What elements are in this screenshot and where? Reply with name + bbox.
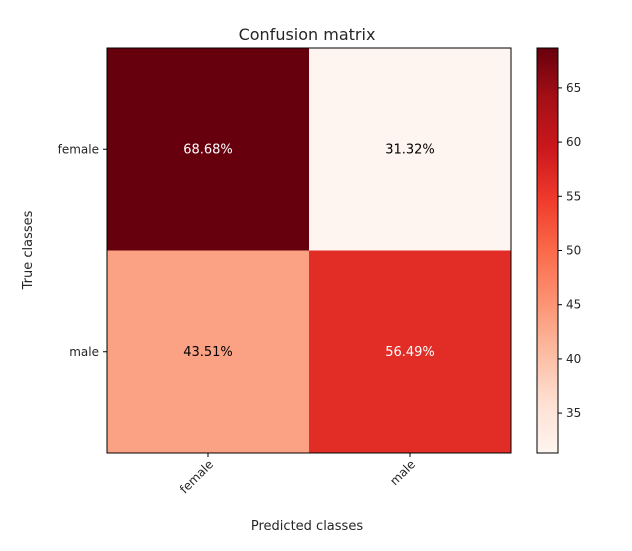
chart-title: Confusion matrix xyxy=(239,25,376,44)
colorbar-tick-label: 60 xyxy=(566,135,581,149)
colorbar-tick-label: 35 xyxy=(566,406,581,420)
colorbar-ticks: 35 40 45 50 55 60 65 xyxy=(558,81,581,420)
colorbar-tick-label: 45 xyxy=(566,298,581,312)
cell-label-male-female: 43.51% xyxy=(183,345,233,360)
cell-label-female-female: 68.68% xyxy=(183,142,233,157)
plot-frame xyxy=(106,47,512,454)
colorbar xyxy=(536,47,559,454)
colorbar-tick-label: 50 xyxy=(566,244,581,258)
x-axis-label: Predicted classes xyxy=(251,519,363,534)
cell-label-male-male: 56.49% xyxy=(385,345,435,360)
colorbar-tick-label: 40 xyxy=(566,352,581,366)
colorbar-tick-label: 65 xyxy=(566,81,581,95)
heatmap-cell-male-male xyxy=(309,250,511,453)
heatmap-cell-female-female xyxy=(107,48,309,251)
x-tick-label: female xyxy=(177,457,216,496)
cell-label-female-male: 31.32% xyxy=(385,142,435,157)
heatmap-cells xyxy=(107,48,511,453)
colorbar-tick-label: 55 xyxy=(566,189,581,203)
heatmap-cell-labels: 68.68% 31.32% 43.51% 56.49% xyxy=(183,142,435,360)
x-axis-ticks: female male xyxy=(177,453,418,496)
y-tick-label: female xyxy=(58,142,99,156)
y-tick-label: male xyxy=(69,345,99,359)
heatmap-cell-male-female xyxy=(107,250,309,453)
x-tick-label: male xyxy=(387,457,418,488)
y-axis-ticks: female male xyxy=(58,142,107,359)
y-axis-label: True classes xyxy=(21,210,36,290)
heatmap-cell-female-male xyxy=(309,48,511,251)
